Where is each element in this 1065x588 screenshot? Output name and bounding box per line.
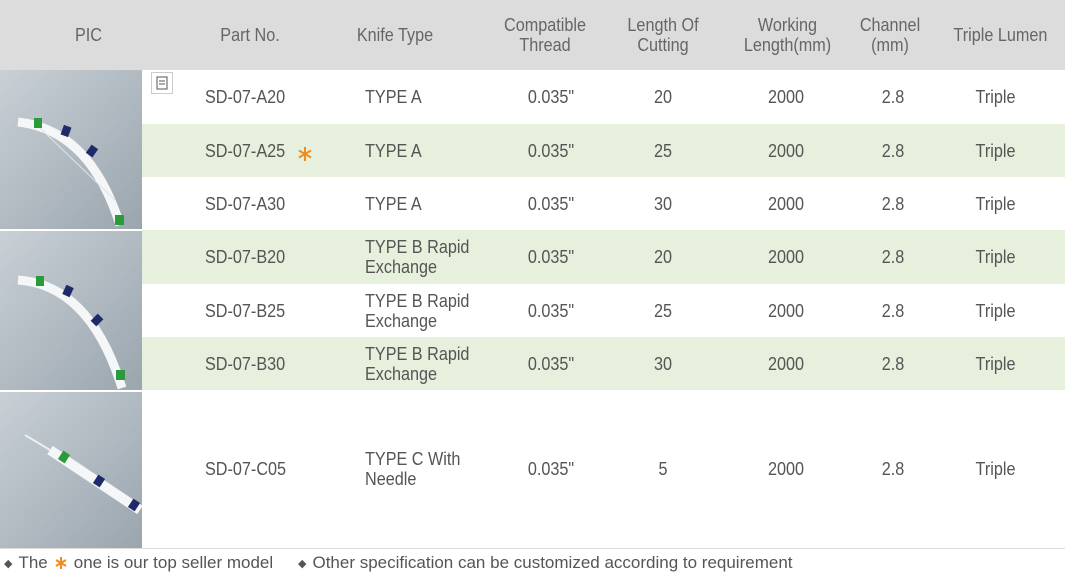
header-cell: Compatible Thread bbox=[504, 15, 586, 55]
table-cell: TYPE A bbox=[365, 140, 422, 161]
table-cell: 2.8 bbox=[881, 353, 905, 374]
bullet: ◆ bbox=[4, 557, 13, 570]
table-cell: SD-07-A30 bbox=[205, 193, 286, 214]
table-cell: 25 bbox=[653, 140, 673, 161]
table-cell: 2.8 bbox=[881, 140, 905, 161]
header-cell: Channel (mm) bbox=[859, 15, 921, 55]
table-cell: 0.035" bbox=[527, 193, 575, 214]
table-cell: 2000 bbox=[767, 459, 805, 479]
table-cell: SD-07-A25 bbox=[205, 140, 286, 161]
header-cell: PIC bbox=[74, 25, 102, 45]
divider bbox=[0, 548, 1065, 549]
table-cell: 25 bbox=[653, 300, 673, 321]
table-cell: TYPE B Rapid Exchange bbox=[365, 237, 470, 277]
table-cell: 20 bbox=[653, 87, 673, 107]
table-cell: 2.8 bbox=[881, 193, 905, 214]
table-cell: TYPE A bbox=[365, 193, 422, 214]
table-cell: 2000 bbox=[767, 300, 805, 321]
footer-note: ◆ The one is our top seller model bbox=[4, 553, 273, 573]
table-cell: Triple bbox=[975, 247, 1016, 267]
table-cell: 2000 bbox=[767, 353, 805, 374]
table-cell: 0.035" bbox=[527, 300, 575, 321]
table-cell: 30 bbox=[653, 353, 673, 374]
note-text: The bbox=[18, 553, 48, 572]
table-cell: SD-07-A20 bbox=[205, 87, 286, 107]
table-cell: 20 bbox=[653, 247, 673, 267]
table-cell: 0.035" bbox=[527, 247, 575, 267]
table-cell: 0.035" bbox=[527, 353, 575, 374]
footer-note: ◆ Other specification can be customized … bbox=[298, 553, 793, 573]
table-cell: Triple bbox=[975, 193, 1016, 214]
table-cell: 0.035" bbox=[527, 140, 575, 161]
table-cell: 2.8 bbox=[881, 247, 905, 267]
table-cell: TYPE B Rapid Exchange bbox=[365, 290, 470, 331]
star-icon bbox=[298, 147, 312, 161]
product-images bbox=[0, 70, 142, 548]
table-cell: TYPE B Rapid Exchange bbox=[365, 343, 470, 384]
table-cell: 0.035" bbox=[527, 87, 575, 107]
table-cell: 2.8 bbox=[881, 459, 905, 479]
header-cell: Length Of Cutting bbox=[627, 15, 699, 55]
table-cell: 2000 bbox=[767, 247, 805, 267]
table-cell: Triple bbox=[975, 459, 1016, 479]
table-cell: 2.8 bbox=[881, 87, 905, 107]
note-text: one is our top seller model bbox=[73, 553, 274, 572]
table-cell: 30 bbox=[653, 193, 673, 214]
table-cell: 0.035" bbox=[527, 459, 575, 479]
header-bar bbox=[0, 0, 1065, 70]
table-cell: SD-07-B25 bbox=[205, 300, 286, 321]
note-text: Other specification can be customized ac… bbox=[312, 553, 793, 572]
table-cell: SD-07-B20 bbox=[205, 247, 286, 267]
zoom-icon[interactable] bbox=[151, 72, 173, 94]
table-cell: 5 bbox=[658, 459, 668, 479]
row-bg bbox=[142, 124, 1065, 177]
row-bg bbox=[142, 337, 1065, 390]
table-cell: 2.8 bbox=[881, 300, 905, 321]
table-cell: SD-07-B30 bbox=[205, 353, 286, 374]
header-cell: Knife Type bbox=[356, 25, 434, 45]
header-cell: Part No. bbox=[220, 25, 280, 45]
table-cell: TYPE A bbox=[365, 87, 422, 107]
table-cell: 2000 bbox=[767, 87, 805, 107]
table-cell: Triple bbox=[975, 353, 1016, 374]
table-cell: Triple bbox=[975, 87, 1016, 107]
table-cell: TYPE C With Needle bbox=[365, 449, 461, 489]
table-cell: Triple bbox=[975, 140, 1016, 161]
bullet: ◆ bbox=[298, 557, 307, 570]
table-cell: Triple bbox=[975, 300, 1016, 321]
row-bg bbox=[142, 230, 1065, 284]
table-cell: SD-07-C05 bbox=[205, 459, 287, 479]
table-cell: 2000 bbox=[767, 140, 805, 161]
header-cell: Triple Lumen bbox=[953, 25, 1048, 45]
star-icon bbox=[55, 557, 67, 569]
table-cell: 2000 bbox=[767, 193, 805, 214]
header-cell: Working Length(mm) bbox=[743, 15, 832, 55]
